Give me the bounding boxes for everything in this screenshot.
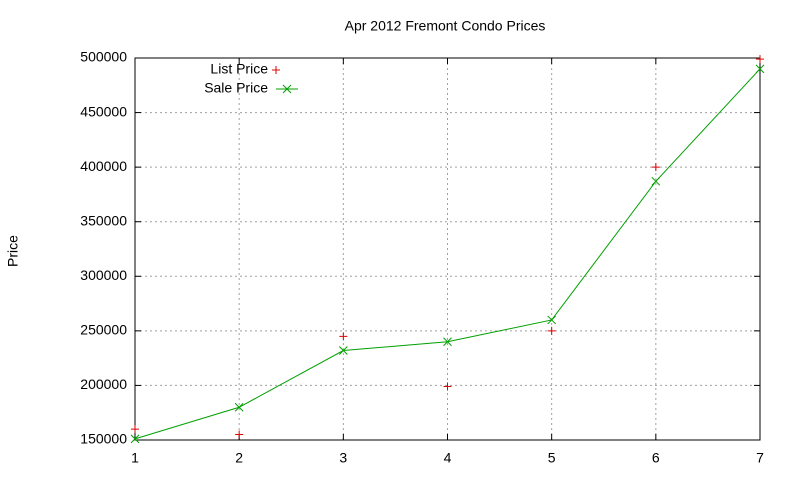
x-tick-label: 3 [339,450,347,466]
data-point [443,382,452,391]
y-tick-label: 200000 [80,376,127,392]
data-point [338,346,348,355]
y-axis-label: Price [5,235,21,267]
chart-title: Apr 2012 Fremont Condo Prices [345,18,546,34]
x-tick-label: 5 [548,450,556,466]
data-point [235,430,244,439]
data-point [547,315,557,325]
x-tick-label: 4 [444,450,452,466]
data-point [756,55,764,64]
data-point [651,163,660,172]
y-tick-label: 400000 [80,158,127,174]
legend-marker [272,66,280,74]
data-point [547,326,556,335]
x-tick-label: 1 [131,450,139,466]
y-tick-label: 150000 [80,431,127,447]
legend-label: List Price [210,61,268,77]
legend-label: Sale Price [204,80,268,96]
plot-frame [134,57,761,441]
y-tick-label: 350000 [80,212,127,228]
data-point [443,337,452,347]
data-point [339,332,348,341]
data-point [130,434,140,444]
data-point [234,402,244,412]
data-point [755,64,765,74]
y-tick-label: 250000 [80,322,127,338]
y-tick-label: 500000 [80,49,127,65]
x-tick-label: 6 [652,450,660,466]
legend-marker [282,84,292,94]
data-point [131,425,139,434]
y-tick-label: 450000 [80,103,127,119]
x-tick-label: 2 [235,450,243,466]
x-tick-label: 7 [756,450,764,466]
y-tick-label: 300000 [80,267,127,283]
data-point [651,176,661,186]
